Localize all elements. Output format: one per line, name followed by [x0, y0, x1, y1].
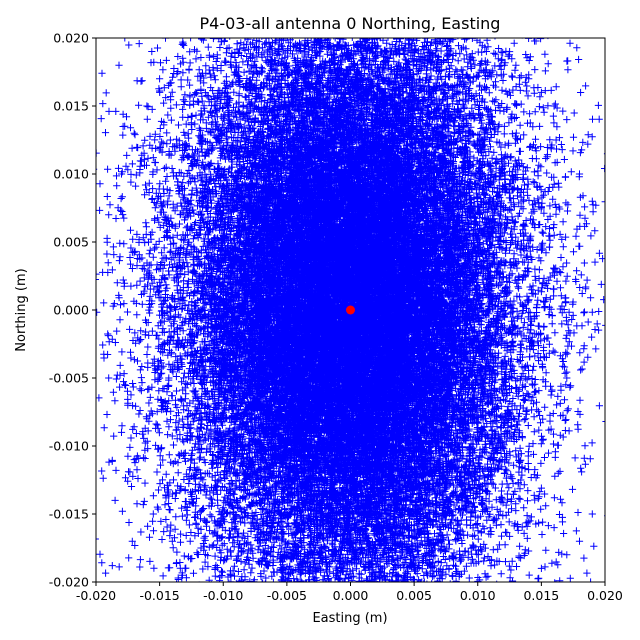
y-axis: -0.020 -0.015 -0.010 -0.005 0.000 0.005 0.010 0… — [49, 31, 96, 590]
y-tick-label: -0.010 — [49, 439, 89, 454]
plot-area — [95, 37, 606, 583]
x-tick-label: 0.005 — [396, 588, 432, 603]
series-blue-points — [96, 38, 605, 582]
x-tick-label: -0.010 — [203, 588, 243, 603]
y-tick-label: 0.015 — [53, 99, 89, 114]
blue-plus-markers — [96, 38, 605, 582]
red-center-point — [346, 305, 355, 315]
x-tick-label: 0.000 — [333, 588, 369, 603]
y-tick-label: -0.015 — [49, 507, 89, 522]
x-axis-label: Easting (m) — [312, 611, 387, 626]
x-tick-label: 0.010 — [460, 588, 496, 603]
y-tick-label: 0.010 — [53, 167, 89, 182]
y-tick-label: -0.020 — [49, 575, 89, 590]
y-axis-label: Northing (m) — [14, 268, 29, 351]
series-red-points — [346, 305, 355, 315]
y-tick-label: 0.020 — [53, 31, 89, 46]
x-tick-label: -0.005 — [267, 588, 307, 603]
chart-title: P4-03-all antenna 0 Northing, Easting — [200, 14, 501, 33]
x-tick-label: 0.015 — [523, 588, 559, 603]
x-tick-label: 0.020 — [587, 588, 623, 603]
x-tick-label: -0.015 — [139, 588, 179, 603]
x-tick-label: -0.020 — [76, 588, 116, 603]
y-tick-label: 0.005 — [53, 235, 89, 250]
y-tick-label: 0.000 — [53, 303, 89, 318]
y-tick-label: -0.005 — [49, 371, 89, 386]
x-axis: -0.020 -0.015 -0.010 -0.005 0.000 0.005 0.010 0… — [76, 582, 623, 603]
